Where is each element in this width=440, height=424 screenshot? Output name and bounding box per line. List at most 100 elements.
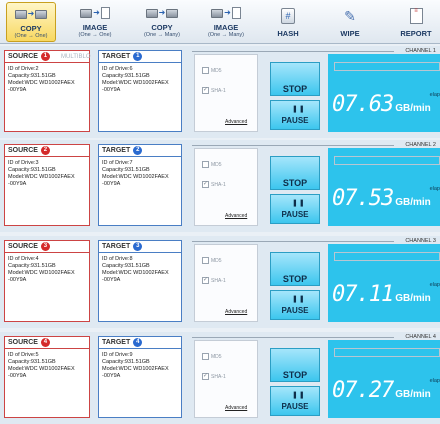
- hash-options: MD5 ✓ SHA-1 Advanced: [194, 148, 258, 226]
- advanced-link[interactable]: Advanced: [225, 213, 248, 219]
- source-drive-info[interactable]: ID of Drive:2 Capacity:931.51GB Model:WD…: [4, 62, 90, 132]
- drives-stack-icon: [166, 8, 179, 18]
- speed-readout: 07.11 GB/min: [332, 284, 431, 306]
- drive-model: Model:WDC WD1002FAEX: [102, 366, 169, 372]
- drive-id: ID of Drive:8: [102, 256, 133, 262]
- drive-icon: [211, 8, 224, 18]
- md5-checkbox[interactable]: MD5: [202, 67, 222, 74]
- target-tab[interactable]: TARGET 2: [98, 144, 182, 156]
- pause-button[interactable]: ❚❚ PAUSE: [270, 100, 320, 130]
- channel-title: CHANNEL 2: [405, 142, 436, 148]
- copy-one-to-one-button[interactable]: ➜ COPY (One → One): [6, 2, 56, 42]
- md5-checkbox[interactable]: MD5: [202, 161, 222, 168]
- drive-capacity: Capacity:931.51GB: [8, 359, 56, 365]
- advanced-link[interactable]: Advanced: [225, 309, 248, 315]
- target-tab-label: TARGET: [102, 147, 131, 154]
- source-tab-label: SOURCE: [8, 243, 38, 250]
- hash-icon: #: [281, 8, 295, 24]
- image-one-to-many-button[interactable]: ➜ IMAGE (One → Many): [198, 2, 254, 42]
- source-tab-label: SOURCE: [8, 147, 38, 154]
- stop-button[interactable]: STOP: [270, 62, 320, 96]
- sha1-checkbox[interactable]: ✓ SHA-1: [202, 87, 226, 94]
- pause-button[interactable]: ❚❚ PAUSE: [270, 194, 320, 224]
- progress-bar: [334, 348, 440, 357]
- progress-fill: [335, 157, 439, 164]
- source-tab[interactable]: SOURCE 2: [4, 144, 90, 156]
- copy-one-to-many-button[interactable]: ➜ COPY (One → Many): [134, 2, 190, 42]
- target-drive-info[interactable]: ID of Drive:6 Capacity:931.51GB Model:WD…: [98, 62, 182, 132]
- target-drive-info[interactable]: ID of Drive:8 Capacity:931.51GB Model:WD…: [98, 252, 182, 322]
- image-one-to-one-button[interactable]: ➜ IMAGE (One → One): [70, 2, 120, 42]
- pause-button[interactable]: ❚❚ PAUSE: [270, 290, 320, 320]
- drive-model-suffix: -00Y9A: [102, 277, 121, 283]
- copy-many-sub-label: (One → Many): [143, 32, 181, 38]
- target-tab[interactable]: TARGET 3: [98, 240, 182, 252]
- checkmark-icon: ✓: [202, 277, 209, 284]
- report-button[interactable]: ≡ REPORT: [394, 2, 438, 42]
- source-tab[interactable]: SOURCE 3: [4, 240, 90, 252]
- drive-id: ID of Drive:2: [8, 66, 39, 72]
- sha1-checkbox[interactable]: ✓ SHA-1: [202, 181, 226, 188]
- hash-options: MD5 ✓ SHA-1 Advanced: [194, 340, 258, 418]
- pause-button[interactable]: ❚❚ PAUSE: [270, 386, 320, 416]
- divider: [192, 51, 394, 52]
- drive-id: ID of Drive:5: [8, 352, 39, 358]
- drive-icon: [80, 8, 93, 18]
- arrow-icon: ➜: [27, 9, 35, 18]
- drive-capacity: Capacity:931.51GB: [8, 263, 56, 269]
- report-label: REPORT: [400, 29, 432, 38]
- image-files-icon: [231, 7, 241, 19]
- speed-value: 07.63: [332, 92, 394, 117]
- drive-model: Model:WDC WD1002FAEX: [8, 174, 75, 180]
- source-drive-info[interactable]: ID of Drive:4 Capacity:931.51GB Model:WD…: [4, 252, 90, 322]
- wipe-button[interactable]: ✎ WIPE: [330, 2, 370, 42]
- target-tab-label: TARGET: [102, 53, 131, 60]
- drive-capacity: Capacity:931.51GB: [102, 359, 150, 365]
- channel-1: CHANNEL 1 SOURCE 1 MULTIBLO TARGET 1 ID of…: [0, 46, 440, 138]
- target-tab[interactable]: TARGET 1: [98, 50, 182, 62]
- drive-id: ID of Drive:3: [8, 160, 39, 166]
- advanced-link[interactable]: Advanced: [225, 405, 248, 411]
- target-drive-info[interactable]: ID of Drive:7 Capacity:931.51GB Model:WD…: [98, 156, 182, 226]
- wipe-label: WIPE: [340, 29, 360, 38]
- source-drive-info[interactable]: ID of Drive:5 Capacity:931.51GB Model:WD…: [4, 348, 90, 418]
- source-tab[interactable]: SOURCE 4: [4, 336, 90, 348]
- progress-bar: [334, 252, 440, 261]
- drive-model: Model:WDC WD1002FAEX: [102, 174, 169, 180]
- target-tab-label: TARGET: [102, 339, 131, 346]
- target-tab[interactable]: TARGET 4: [98, 336, 182, 348]
- hash-button[interactable]: # HASH: [268, 2, 308, 42]
- target-drive-info[interactable]: ID of Drive:9 Capacity:931.51GB Model:WD…: [98, 348, 182, 418]
- pause-label: PAUSE: [281, 116, 309, 125]
- drive-model: Model:WDC WD1002FAEX: [102, 270, 169, 276]
- divider: [192, 145, 394, 146]
- checkbox-icon: [202, 353, 209, 360]
- sha1-label: SHA-1: [211, 181, 226, 188]
- hash-label: HASH: [277, 29, 299, 38]
- drive-model: Model:WDC WD1002FAEX: [8, 270, 75, 276]
- source-tab[interactable]: SOURCE 1: [4, 50, 90, 62]
- stop-button[interactable]: STOP: [270, 156, 320, 190]
- speed-readout: 07.53 GB/min: [332, 188, 431, 210]
- checkbox-icon: [202, 161, 209, 168]
- md5-checkbox[interactable]: MD5: [202, 353, 222, 360]
- source-drive-info[interactable]: ID of Drive:3 Capacity:931.51GB Model:WD…: [4, 156, 90, 226]
- elapsed-label: elap: [429, 186, 440, 192]
- sha1-checkbox[interactable]: ✓ SHA-1: [202, 277, 226, 284]
- sha1-checkbox[interactable]: ✓ SHA-1: [202, 373, 226, 380]
- md5-label: MD5: [211, 67, 222, 74]
- md5-checkbox[interactable]: MD5: [202, 257, 222, 264]
- drive-id: ID of Drive:4: [8, 256, 39, 262]
- progress-fill: [335, 253, 439, 260]
- advanced-link[interactable]: Advanced: [225, 119, 248, 125]
- image-sub-label: (One → One): [78, 32, 112, 38]
- divider: [192, 241, 394, 242]
- drive-id: ID of Drive:6: [102, 66, 133, 72]
- target-number-badge: 1: [133, 52, 143, 61]
- multiblock-tab[interactable]: MULTIBLO: [61, 54, 91, 60]
- stop-button[interactable]: STOP: [270, 348, 320, 382]
- report-icon: ≡: [409, 8, 423, 24]
- drive-id: ID of Drive:9: [102, 352, 133, 358]
- stop-button[interactable]: STOP: [270, 252, 320, 286]
- drive-icon: [145, 8, 158, 18]
